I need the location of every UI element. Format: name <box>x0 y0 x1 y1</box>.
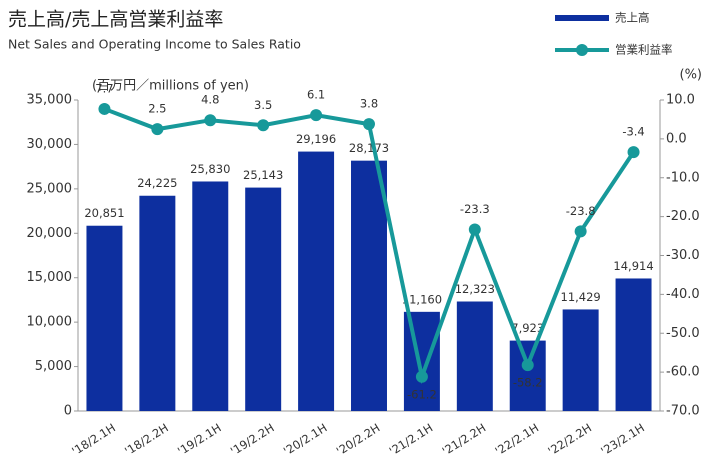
x-tick-label: '19/2.2H <box>228 421 277 459</box>
chart-subtitle: Net Sales and Operating Income to Sales … <box>8 37 301 52</box>
y2-tick-label: -70.0 <box>666 404 700 419</box>
line-value-label: 3.8 <box>360 97 378 111</box>
line-point <box>574 225 587 238</box>
line-value-label: 2.5 <box>148 102 166 116</box>
bar-value-label: 7,923 <box>511 321 544 335</box>
bar-value-label: 11,160 <box>402 292 442 306</box>
line-point <box>257 119 270 132</box>
y2-tick-label: 10.0 <box>666 93 695 108</box>
bar-value-label: 20,851 <box>84 206 124 220</box>
legend-swatch <box>576 44 588 56</box>
legend-swatch <box>555 15 609 21</box>
y2-tick-label: -40.0 <box>666 287 700 302</box>
y-tick-label: 30,000 <box>27 137 73 152</box>
bar <box>509 340 546 411</box>
x-tick-label: '20/2.2H <box>334 421 383 459</box>
bar <box>139 195 176 411</box>
line-point <box>415 370 428 383</box>
line-point <box>521 359 534 372</box>
line-value-label: -23.3 <box>460 202 490 216</box>
y2-axis-label: (%) <box>680 68 703 83</box>
bar <box>562 309 599 411</box>
line-point <box>468 223 481 236</box>
line-value-label: 7.7 <box>95 81 113 95</box>
line-value-label: 6.1 <box>307 88 325 102</box>
y2-tick-label: -30.0 <box>666 248 700 263</box>
y-tick-label: 5,000 <box>35 359 72 374</box>
line-value-label: -61.2 <box>407 387 437 401</box>
y-axis-label: (百万円／millions of yen) <box>92 79 249 94</box>
line-point <box>363 118 375 131</box>
x-tick-label: '18/2.2H <box>122 421 171 459</box>
line-value-label: -3.4 <box>622 125 644 139</box>
line-point <box>310 109 323 122</box>
x-tick-label: '22/2.1H <box>493 421 542 459</box>
line-value-label: -23.8 <box>566 204 596 218</box>
x-tick-label: '22/2.2H <box>545 421 594 459</box>
legend-label: 営業利益率 <box>615 43 673 57</box>
y2-tick-label: -50.0 <box>666 326 700 341</box>
x-tick-label: '18/2.1H <box>69 421 118 459</box>
bar-value-label: 28,173 <box>349 141 389 155</box>
legend-label: 売上高 <box>615 11 650 25</box>
x-tick-label: '23/2.1H <box>598 421 647 459</box>
bar <box>245 187 282 411</box>
y-tick-label: 25,000 <box>27 181 73 196</box>
bar <box>298 151 335 411</box>
y-tick-label: 35,000 <box>27 93 73 108</box>
bar <box>615 278 652 411</box>
line-point <box>98 102 111 115</box>
chart-title: 売上高/売上高営業利益率 <box>8 9 223 31</box>
bar-value-label: 25,830 <box>190 162 230 176</box>
bar <box>456 301 493 411</box>
y-tick-label: 20,000 <box>27 226 73 241</box>
y-tick-label: 10,000 <box>27 315 73 330</box>
y-tick-label: 0 <box>64 404 72 419</box>
x-tick-label: '21/2.1H <box>387 421 436 459</box>
y-tick-label: 15,000 <box>27 270 73 285</box>
y2-tick-label: -10.0 <box>666 170 700 185</box>
x-tick-label: '21/2.2H <box>440 421 489 459</box>
x-tick-label: '19/2.1H <box>175 421 224 459</box>
bar-value-label: 11,429 <box>561 290 601 304</box>
line-value-label: 4.8 <box>201 93 219 107</box>
bar-value-label: 14,914 <box>613 259 653 273</box>
x-tick-label: '20/2.1H <box>281 421 330 459</box>
bar-value-label: 24,225 <box>137 176 177 190</box>
line-point <box>151 123 164 136</box>
line-point <box>204 114 217 127</box>
bar-value-label: 12,323 <box>455 282 495 296</box>
bar-value-label: 25,143 <box>243 168 283 182</box>
line-point <box>627 146 640 159</box>
bar <box>351 160 387 411</box>
y2-tick-label: -20.0 <box>666 209 700 224</box>
line-value-label: -58.2 <box>513 376 543 390</box>
bar <box>86 225 123 411</box>
bar-value-label: 29,196 <box>296 132 336 146</box>
line-value-label: 3.5 <box>254 98 272 112</box>
y2-tick-label: -60.0 <box>666 365 700 380</box>
bar <box>192 181 229 411</box>
y2-tick-label: 0.0 <box>666 131 687 146</box>
